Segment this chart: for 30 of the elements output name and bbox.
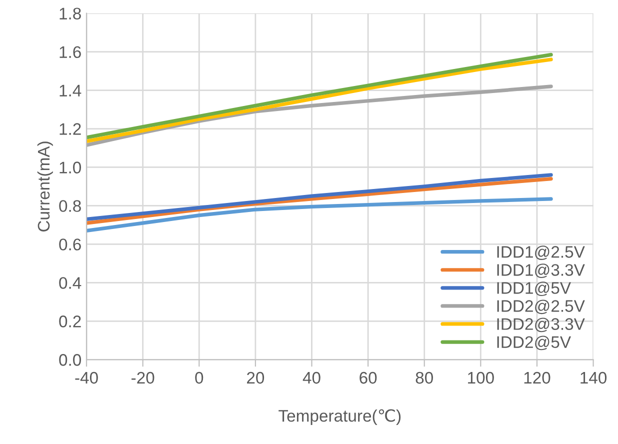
- legend-label: IDD2@3.3V: [497, 318, 585, 332]
- legend-label: IDD2@5V: [497, 336, 571, 350]
- legend-label: IDD1@5V: [497, 282, 571, 296]
- x-tick-label: -20: [132, 372, 154, 384]
- legend-label: IDD2@2.5V: [497, 300, 585, 314]
- x-tick-label: 140: [580, 372, 607, 384]
- y-tick-label: 1.8: [60, 8, 81, 20]
- y-axis-title: Current(mA): [37, 142, 53, 232]
- x-tick-label: 20: [247, 372, 264, 384]
- legend-label: IDD1@2.5V: [497, 246, 585, 260]
- x-tick-label: 80: [416, 372, 433, 384]
- legend-label: IDD1@3.3V: [497, 264, 585, 278]
- line-series: [86, 197, 553, 233]
- y-tick-label: 0.6: [59, 238, 81, 250]
- x-tick-label: 60: [360, 372, 377, 384]
- x-tick-label: 120: [524, 372, 550, 384]
- x-tick-label: -40: [75, 372, 98, 384]
- y-tick-label: 1.6: [60, 46, 81, 58]
- y-tick-label: 1.0: [60, 162, 82, 174]
- y-tick-label: 0.0: [59, 354, 82, 366]
- y-tick-label: 0.2: [59, 316, 81, 328]
- x-axis-title: Temperature(℃): [278, 409, 401, 426]
- x-tick-label: 0: [195, 372, 204, 384]
- y-tick-label: 1.4: [60, 84, 82, 96]
- y-tick-label: 1.2: [60, 123, 81, 135]
- y-tick-label: 0.8: [59, 200, 81, 212]
- x-tick-label: 100: [468, 372, 494, 384]
- line-series: [86, 84, 553, 147]
- x-tick-label: 40: [302, 372, 320, 384]
- y-tick-label: 0.4: [59, 277, 82, 289]
